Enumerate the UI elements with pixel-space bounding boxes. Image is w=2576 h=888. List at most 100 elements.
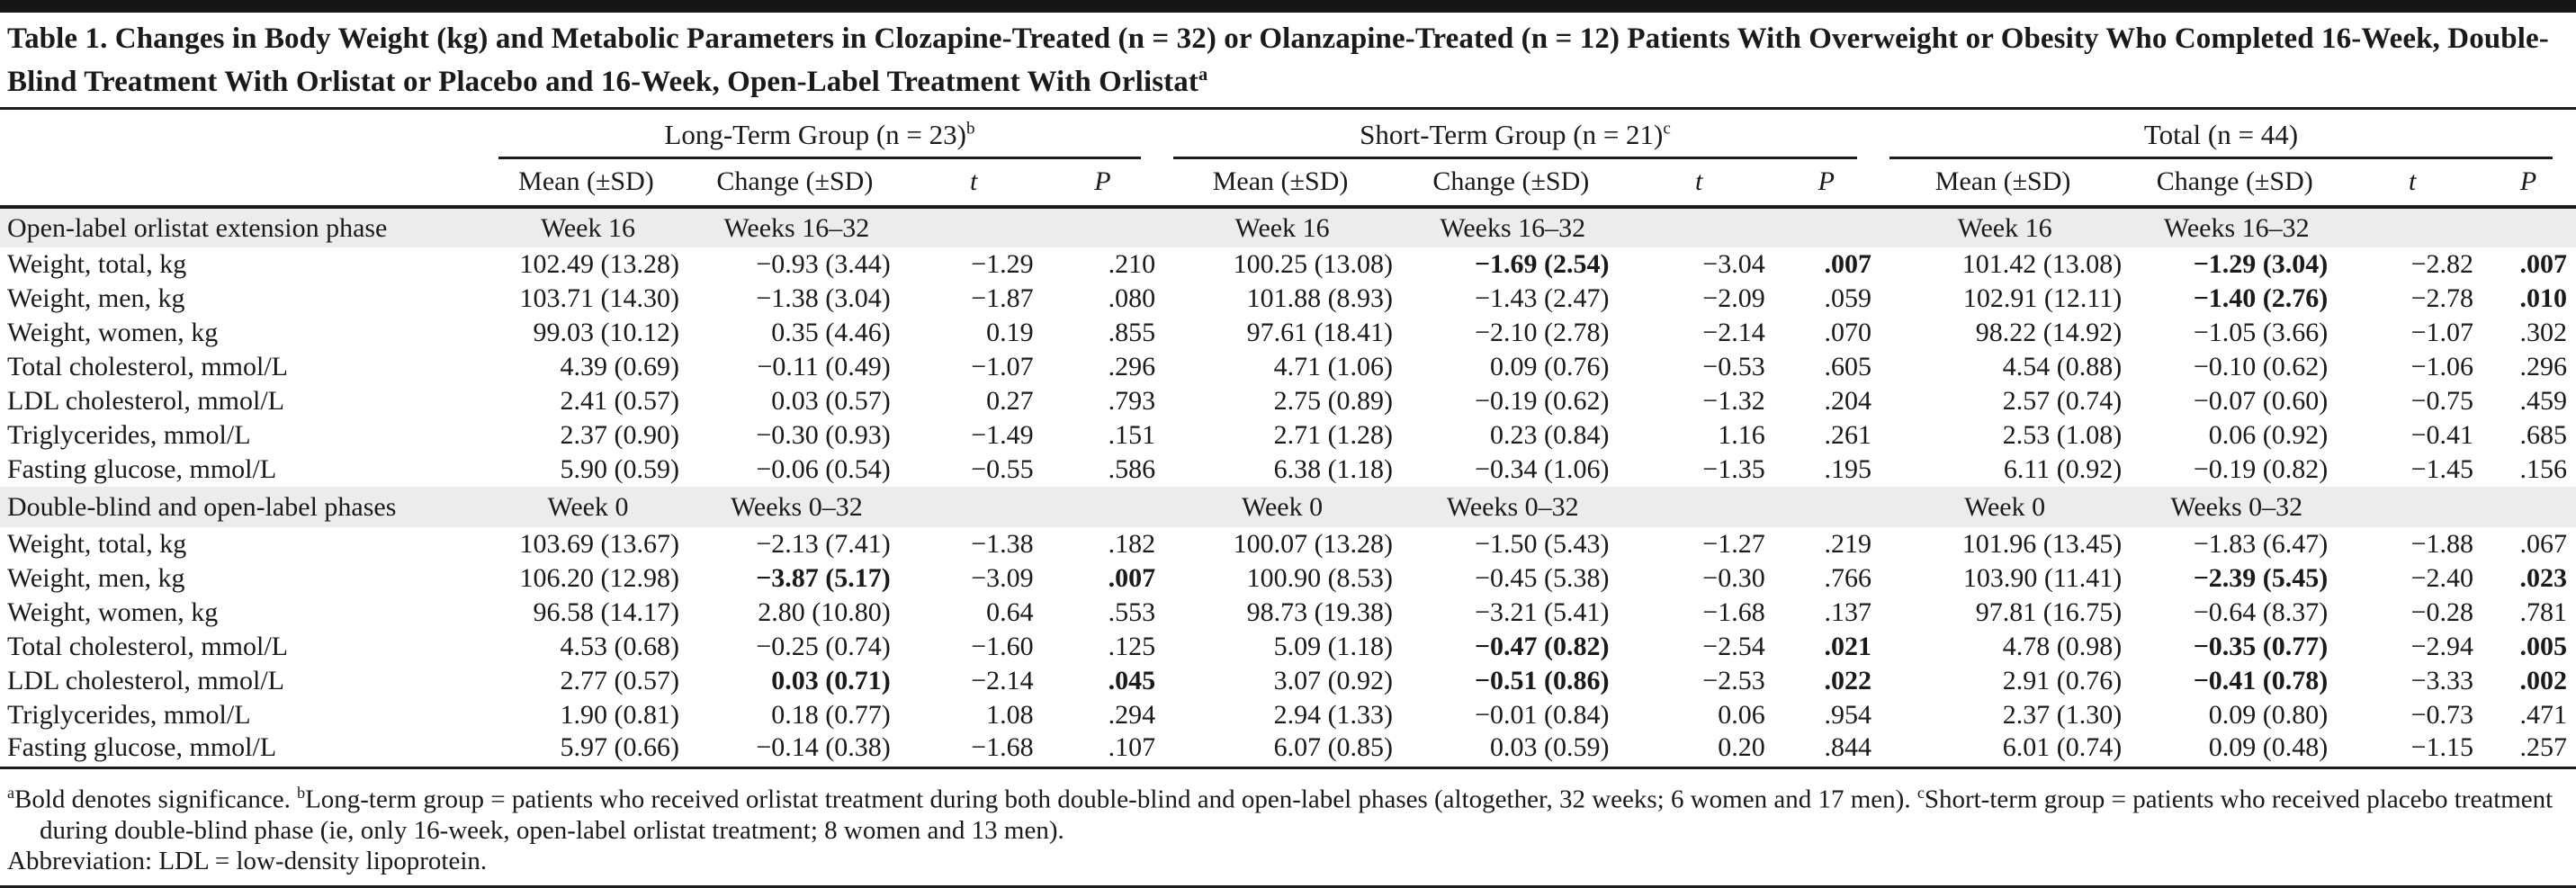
mean-value-cell: 6.38 (1.18) (1273, 454, 1394, 484)
metabolic-parameters-table: Long-Term Group (n = 23)b Short-Term Grou… (0, 110, 2576, 769)
mean-value-cell: 6.01 (0.74) (1880, 732, 2139, 769)
mean-value-cell: 4.54 (0.88) (2002, 352, 2123, 381)
p-value-cell: .022 (1824, 666, 1871, 695)
p-value-cell: .781 (2519, 597, 2568, 627)
change-value-cell: −0.64 (8.37) (2193, 597, 2329, 627)
mean-value-cell: 99.03 (10.12) (533, 318, 679, 347)
t-value-cell: 1.08 (986, 700, 1034, 730)
mean-value-cell: 97.61 (18.41) (1246, 318, 1394, 347)
t-value-cell: −0.75 (2410, 386, 2474, 416)
empty-cell (906, 487, 1041, 527)
change-value-cell: 0.09 (0.76) (1490, 352, 1610, 381)
change-value-cell: −0.47 (0.82) (1474, 632, 1610, 661)
group-header-1: Long-Term Group (n = 23)b (489, 110, 1164, 159)
t-value-cell: −1.15 (2344, 732, 2482, 769)
change-value-cell: −0.51 (0.86) (1474, 666, 1610, 695)
change-value-cell: 0.23 (0.84) (1490, 420, 1610, 450)
mean-value-cell: 6.07 (0.85) (1164, 732, 1410, 769)
period-label: Weeks 16–32 (696, 207, 907, 247)
section-row: Double-blind and open-label phases Week 0… (0, 487, 2576, 527)
period-label: Weeks 16–32 (1409, 207, 1626, 247)
corner-cell (0, 110, 489, 159)
p-value-cell: .296 (2519, 352, 2568, 381)
p-value-cell: .007 (1108, 563, 1156, 593)
row-label: Total cholesterol, mmol/L (7, 352, 288, 381)
p-value-cell: .793 (1108, 386, 1156, 416)
p-value-cell: .195 (1824, 454, 1871, 484)
p-value-cell: .151 (1108, 420, 1156, 450)
change-value-cell: −0.01 (0.84) (1475, 700, 1610, 730)
mean-value-cell: 103.69 (13.67) (519, 529, 679, 559)
t-value-cell: −2.82 (2410, 249, 2474, 279)
row-label: Weight, men, kg (7, 563, 185, 593)
t-value-cell: −1.68 (1702, 597, 1765, 627)
t-value-cell: −0.28 (2410, 597, 2474, 627)
table-row: Weight, total, kg 103.69 (13.67) −2.13 (7.… (0, 527, 2576, 561)
column-header-mean: Mean (±SD) (1164, 159, 1410, 209)
column-header-p: P (2481, 159, 2576, 209)
p-value-cell: .586 (1108, 454, 1156, 484)
mean-value-cell: 103.71 (14.30) (519, 283, 679, 313)
mean-value-cell: 2.41 (0.57) (560, 386, 679, 416)
t-value-cell: −2.40 (2410, 563, 2474, 593)
t-value-cell: −1.07 (971, 352, 1034, 381)
p-value-cell: .107 (1040, 732, 1165, 769)
t-value-cell: −1.68 (906, 732, 1041, 769)
change-value-cell: −0.10 (0.62) (2193, 352, 2329, 381)
empty-cell (906, 207, 1041, 247)
mean-value-cell: 3.07 (0.92) (1273, 666, 1394, 695)
t-value-cell: −3.33 (2410, 666, 2474, 695)
t-value-cell: 0.20 (1625, 732, 1773, 769)
mean-value-cell: 4.71 (1.06) (1273, 352, 1394, 381)
empty-cell (2481, 207, 2576, 247)
change-value-cell: 0.09 (0.80) (2208, 700, 2329, 730)
table-footnotes: aBold denotes significance. bLong-term g… (0, 769, 2576, 885)
change-value-cell: −0.45 (5.38) (1475, 563, 1610, 593)
mean-value-cell: 2.71 (1.28) (1273, 420, 1394, 450)
p-value-cell: .257 (2481, 732, 2576, 769)
p-value-cell: .023 (2519, 563, 2568, 593)
t-value-cell: 0.27 (986, 386, 1034, 416)
row-label-header (0, 159, 489, 209)
mean-value-cell: 5.90 (0.59) (560, 454, 679, 484)
row-label: Weight, men, kg (7, 283, 185, 313)
p-value-cell: .007 (1824, 249, 1871, 279)
p-value-cell: .605 (1824, 352, 1871, 381)
empty-cell (1625, 207, 1773, 247)
t-value-cell: −1.07 (2410, 318, 2474, 347)
table-row: LDL cholesterol, mmol/L 2.77 (0.57) 0.03 (… (0, 664, 2576, 698)
row-label: Weight, women, kg (7, 597, 219, 627)
group-header-text: Total (n = 44) (2143, 119, 2299, 150)
p-value-cell: .294 (1108, 700, 1156, 730)
t-value-cell: −1.88 (2410, 529, 2474, 559)
change-value-cell: −2.10 (2.78) (1475, 318, 1610, 347)
t-value-cell: −2.09 (1702, 283, 1765, 313)
t-value-cell: −2.14 (1702, 318, 1765, 347)
change-value-cell: −1.40 (2.76) (2193, 283, 2329, 313)
change-value-cell: −0.06 (0.54) (756, 454, 891, 484)
mean-value-cell: 2.77 (0.57) (560, 666, 679, 695)
p-value-cell: .070 (1824, 318, 1871, 347)
footnote-paragraph: aBold denotes significance. bLong-term g… (7, 784, 2554, 845)
mean-value-cell: 2.57 (0.74) (2002, 386, 2123, 416)
group-header-label: Short-Term Group (n = 21)c (1173, 119, 1857, 159)
change-value-cell: 0.09 (0.48) (2138, 732, 2345, 769)
change-value-cell: −1.50 (5.43) (1475, 529, 1610, 559)
p-value-cell: .302 (2519, 318, 2568, 347)
table-row: Total cholesterol, mmol/L 4.39 (0.69) −0.1… (0, 350, 2576, 384)
table-row: Total cholesterol, mmol/L 4.53 (0.68) −0.2… (0, 630, 2576, 664)
table-row: Weight, men, kg 103.71 (14.30) −1.38 (3.04… (0, 282, 2576, 316)
column-header-p: P (1772, 159, 1880, 209)
p-value-cell: .204 (1824, 386, 1871, 416)
p-value-cell: .007 (2519, 249, 2568, 279)
row-label: Fasting glucose, mmol/L (7, 454, 277, 484)
p-value-cell: .010 (2519, 283, 2568, 313)
table-row: Weight, men, kg 106.20 (12.98) −3.87 (5.17… (0, 561, 2576, 596)
column-header-change: Change (±SD) (1409, 159, 1626, 209)
change-value-cell: −1.83 (6.47) (2193, 529, 2329, 559)
p-value-cell: .045 (1108, 666, 1156, 695)
p-value-cell: .002 (2519, 666, 2568, 695)
table-row: Fasting glucose, mmol/L 5.97 (0.66) −0.14 … (0, 732, 2576, 769)
period-label: Week 16 (489, 207, 696, 247)
t-value-cell: −1.32 (1702, 386, 1765, 416)
